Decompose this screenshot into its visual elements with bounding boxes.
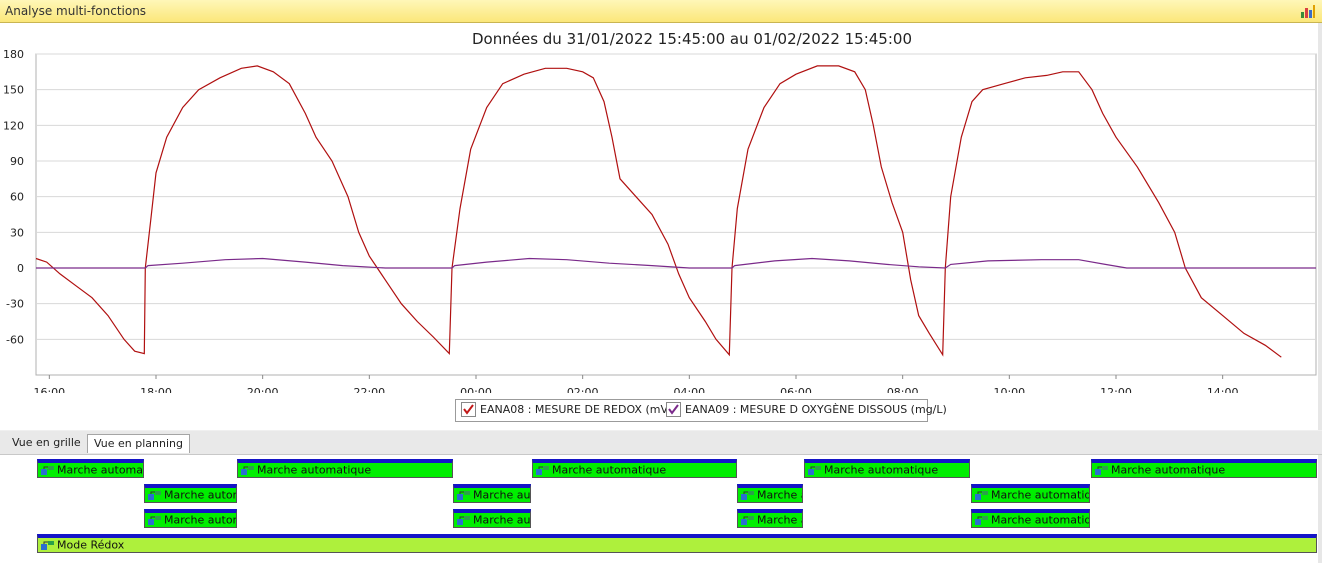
- check-icon: [463, 404, 474, 415]
- line-chart: Données du 31/01/2022 15:45:00 au 01/02/…: [3, 30, 1317, 393]
- y-tick-label: 0: [17, 262, 24, 275]
- x-tick-label: 00:00: [460, 386, 492, 393]
- planning-bar[interactable]: Marche automatique: [453, 509, 531, 528]
- process-icon: [457, 515, 470, 525]
- check-icon: [668, 404, 679, 415]
- series-line-redox: [35, 65, 1282, 358]
- planning-bar[interactable]: Marche automatique: [804, 459, 970, 478]
- grid: [35, 53, 1317, 376]
- y-tick-label: 180: [3, 48, 24, 61]
- x-tick-label: 14:00: [1207, 386, 1239, 393]
- legend-item-oxygen[interactable]: EANA09 : MESURE D OXYGÈNE DISSOUS (mg/L): [666, 402, 947, 417]
- process-icon: [457, 490, 470, 500]
- x-tick-label: 04:00: [673, 386, 705, 393]
- y-tick-label: 150: [3, 84, 24, 97]
- tab-grid-view[interactable]: Vue en grille: [12, 436, 81, 449]
- planning-bar[interactable]: Marche automatique: [532, 459, 737, 478]
- x-tick-label: 10:00: [993, 386, 1025, 393]
- process-icon: [975, 515, 988, 525]
- x-tick-label: 20:00: [247, 386, 279, 393]
- y-tick-label: -60: [6, 333, 24, 346]
- planning-bar[interactable]: Marche automatique: [737, 484, 803, 503]
- legend-label-oxygen: EANA09 : MESURE D OXYGÈNE DISSOUS (mg/L): [685, 403, 947, 416]
- planning-bar[interactable]: Marche automatique: [237, 459, 453, 478]
- x-tick-label: 18:00: [140, 386, 172, 393]
- planning-panel: Marche automatique Marche automatique Ma…: [0, 455, 1322, 563]
- x-tick-label: 06:00: [780, 386, 812, 393]
- process-icon: [148, 490, 161, 500]
- planning-bar[interactable]: Marche automatique: [37, 459, 144, 478]
- y-tick-label: 60: [10, 191, 24, 204]
- planning-bar[interactable]: Marche automatique: [453, 484, 531, 503]
- window-title: Analyse multi-fonctions: [5, 4, 147, 18]
- x-tick-label: 22:00: [353, 386, 385, 393]
- x-tick-label: 16:00: [33, 386, 65, 393]
- process-icon: [41, 465, 54, 475]
- planning-bar[interactable]: Marche automatique: [1091, 459, 1317, 478]
- legend-checkbox-redox[interactable]: [461, 402, 476, 417]
- planning-bar[interactable]: Marche automatique: [971, 484, 1090, 503]
- process-icon: [148, 515, 161, 525]
- x-tick-label: 02:00: [567, 386, 599, 393]
- x-tick-label: 08:00: [887, 386, 919, 393]
- x-tick-label: 12:00: [1100, 386, 1132, 393]
- planning-bar[interactable]: Marche automatique: [144, 484, 237, 503]
- planning-bar-redox[interactable]: Mode Rédox: [37, 534, 1317, 553]
- chart-title: Données du 31/01/2022 15:45:00 au 01/02/…: [472, 30, 912, 48]
- legend-item-redox[interactable]: EANA08 : MESURE DE REDOX (mV): [461, 402, 672, 417]
- planning-bar[interactable]: Marche automatique: [144, 509, 237, 528]
- y-tick-label: -30: [6, 298, 24, 311]
- planning-bar[interactable]: Marche automatique: [737, 509, 803, 528]
- y-tick-label: 120: [3, 119, 24, 132]
- process-icon: [536, 465, 549, 475]
- y-tick-label: 90: [10, 155, 24, 168]
- process-icon: [41, 540, 54, 550]
- legend-checkbox-oxygen[interactable]: [666, 402, 681, 417]
- bar-chart-icon[interactable]: [1300, 3, 1316, 19]
- process-icon: [741, 490, 754, 500]
- process-icon: [741, 515, 754, 525]
- process-icon: [975, 490, 988, 500]
- process-icon: [241, 465, 254, 475]
- legend-label-redox: EANA08 : MESURE DE REDOX (mV): [480, 403, 673, 416]
- y-tick-label: 30: [10, 226, 24, 239]
- axes: 180 150 120 90 60 30 0 -30 -60 16:00 18:00 20:00 22:…: [3, 48, 1239, 393]
- legend: EANA08 : MESURE DE REDOX (mV) EANA09 : M…: [455, 399, 947, 422]
- process-icon: [808, 465, 821, 475]
- tab-planning-view[interactable]: Vue en planning: [87, 434, 190, 453]
- process-icon: [1095, 465, 1108, 475]
- planning-bar[interactable]: Marche automatique: [971, 509, 1090, 528]
- series-lines: [35, 65, 1316, 358]
- chart-panel: Données du 31/01/2022 15:45:00 au 01/02/…: [0, 23, 1322, 430]
- view-tabs: Vue en grille Vue en planning: [0, 431, 1322, 455]
- plot-area: [35, 53, 1317, 376]
- window-title-bar: Analyse multi-fonctions: [0, 0, 1322, 23]
- series-line-oxygen: [36, 257, 1316, 269]
